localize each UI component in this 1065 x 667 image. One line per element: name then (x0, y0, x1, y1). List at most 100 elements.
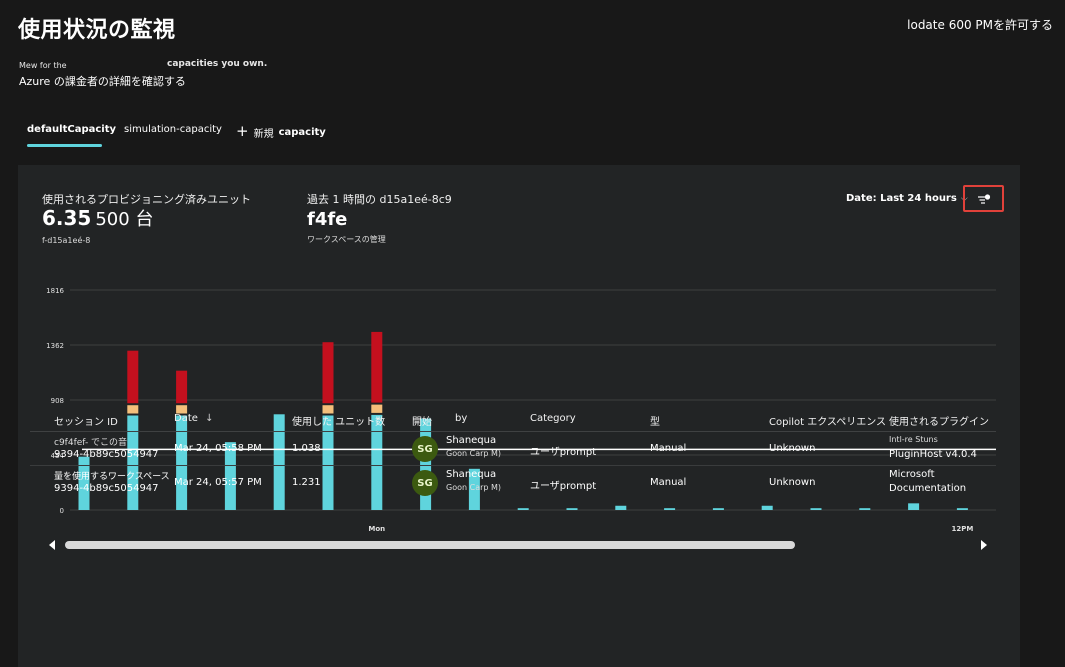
header-divider (30, 431, 996, 432)
category-cell: ユーザprompt (530, 447, 597, 458)
bar-segment (566, 508, 578, 510)
session-id-line1: c9f4fef- でこの音 (54, 438, 128, 448)
date-cell: Mar 24, 05:57 PM (174, 477, 262, 488)
bar-segment (468, 468, 480, 510)
col-start[interactable]: 開始 (412, 417, 432, 428)
plugin-line2: Documentation (889, 483, 967, 494)
col-copilot-experience[interactable]: Copilot エクスペリエンス (769, 417, 887, 428)
session-id-line2: 9394-4b89c5054947 (54, 483, 159, 494)
type-cell: Manual (650, 477, 687, 488)
scroll-right-arrow[interactable] (981, 540, 987, 550)
y-tick-label: 1816 (46, 287, 64, 295)
user-name: Shanequa (446, 469, 497, 480)
units-cell: 1.231 (292, 477, 321, 488)
row-divider (30, 465, 996, 466)
session-id-line2: 9394-4b89c5054947 (54, 449, 159, 460)
units-cell: 1.038 (292, 443, 321, 454)
user-name: Shanequa (446, 435, 497, 446)
user-subtitle: Goon Carp M) (446, 483, 502, 492)
kpi-last-hour-label: 過去 1 時間の d15a1eé-8c9 (307, 193, 452, 206)
bar-segment (127, 415, 139, 510)
bar-segment (127, 350, 139, 404)
usage-bar-chart: 1816 1362 908 454 0 Mon 12PM (46, 287, 996, 533)
bar-segment (176, 415, 188, 510)
bar-segment (78, 456, 90, 510)
subtitle-bold: capacities you own. (167, 59, 268, 69)
col-date[interactable]: Date ↓ (174, 413, 213, 424)
kpi-provisioned-units-label: 使用されるプロビジョニング済みユニット (42, 193, 251, 206)
tab-new-capacity[interactable]: + 新規 capacity (236, 122, 326, 140)
tab-simulation-capacity[interactable]: simulation-capacity (124, 124, 222, 135)
bar-segment (322, 405, 334, 414)
billing-details-link[interactable]: Azure の課金者の詳細を確認する (19, 75, 186, 88)
date-filter-label: Date: Last 24 hours (846, 193, 957, 204)
bar-segment (810, 508, 822, 510)
bar-segment (664, 508, 676, 510)
kpi-last-hour-sub: ワークスペースの管理 (307, 235, 386, 244)
bar-segment (322, 415, 334, 510)
bar-segment (712, 508, 724, 510)
bar-segment (273, 414, 285, 510)
page-title: 使用状況の監視 (18, 18, 176, 43)
bar-segment (176, 405, 188, 414)
col-units-used[interactable]: 使用した ユニット数 (292, 417, 386, 428)
y-tick-label: 908 (51, 397, 64, 405)
avatar: SG (412, 436, 438, 462)
arrow-down-icon: ↓ (205, 413, 214, 424)
kpi-provisioned-units-value: 6.35 500 台 (42, 205, 153, 231)
y-tick-label: 1362 (46, 342, 64, 350)
subtitle-line1: Mew for the capacities you own. (19, 59, 267, 70)
bar-segment (517, 508, 529, 510)
bar-segment (224, 442, 236, 510)
bar-segment (908, 503, 920, 510)
plugin-line1: Intl-re Stuns (889, 435, 938, 444)
table-row[interactable]: 量を使用するワークスペース 9394-4b89c5054947 Mar 24, … (30, 466, 996, 500)
chart-scrollbar[interactable] (65, 541, 795, 549)
col-type[interactable]: 型 (650, 417, 660, 428)
category-cell: ユーザprompt (530, 481, 597, 492)
bar-segment (615, 505, 627, 510)
col-date-label: Date (174, 413, 198, 424)
plugin-line1: Microsoft (889, 469, 935, 480)
tab-default-capacity[interactable]: defaultCapacity (27, 124, 117, 135)
plus-icon: + (236, 122, 249, 140)
experience-cell: Unknown (769, 477, 816, 488)
x-tick-label: Mon (368, 525, 385, 533)
subtitle-prefix: Mew for the (19, 61, 67, 70)
filter-settings-button[interactable] (963, 185, 1004, 212)
kpi-last-hour-value: f4fe (307, 209, 348, 230)
col-by[interactable]: by (455, 413, 468, 424)
kpi-provisioned-units-sub: f-d15a1eé-8 (42, 236, 91, 245)
bar-segment (761, 505, 773, 510)
user-subtitle: Goon Carp M) (446, 449, 502, 458)
bar-segment (371, 404, 383, 413)
kpi-value-unit: 500 台 (95, 209, 154, 230)
x-tick-label: 12PM (951, 525, 973, 533)
bar-segment (420, 418, 432, 510)
avatar: SG (412, 470, 438, 496)
scroll-left-arrow[interactable] (49, 540, 55, 550)
allow-update-link[interactable]: lodate 600 PMを許可する (907, 18, 1053, 32)
kpi-value-number: 6.35 (42, 206, 92, 230)
col-category[interactable]: Category (530, 413, 576, 424)
date-cell: Mar 24, 05:58 PM (174, 443, 262, 454)
bar-segment (127, 405, 139, 414)
col-plugins-used[interactable]: 使用されるプラグイン (889, 417, 989, 428)
bar-segment (371, 331, 383, 403)
bar-segment (956, 508, 968, 510)
bar-segment (859, 508, 871, 510)
y-tick-label: 454 (51, 452, 65, 460)
y-tick-label: 0 (60, 507, 64, 515)
bar-segment (322, 342, 334, 404)
col-session-id[interactable]: セッション ID (54, 417, 118, 428)
new-capacity-label: capacity (278, 126, 326, 138)
experience-cell: Unknown (769, 443, 816, 454)
bar-segment (371, 414, 383, 510)
filter-settings-icon (977, 193, 990, 204)
table-row[interactable]: c9f4fef- でこの音 9394-4b89c5054947 Mar 24, … (30, 432, 996, 466)
bar-segment (176, 370, 188, 404)
plugin-line2: PluginHost v4.0.4 (889, 449, 977, 460)
session-id-line1: 量を使用するワークスペース (54, 472, 170, 482)
new-label: 新規 (253, 128, 274, 140)
usage-panel: 使用されるプロビジョニング済みユニット 6.35 500 台 f-d15a1eé-… (18, 165, 1020, 667)
